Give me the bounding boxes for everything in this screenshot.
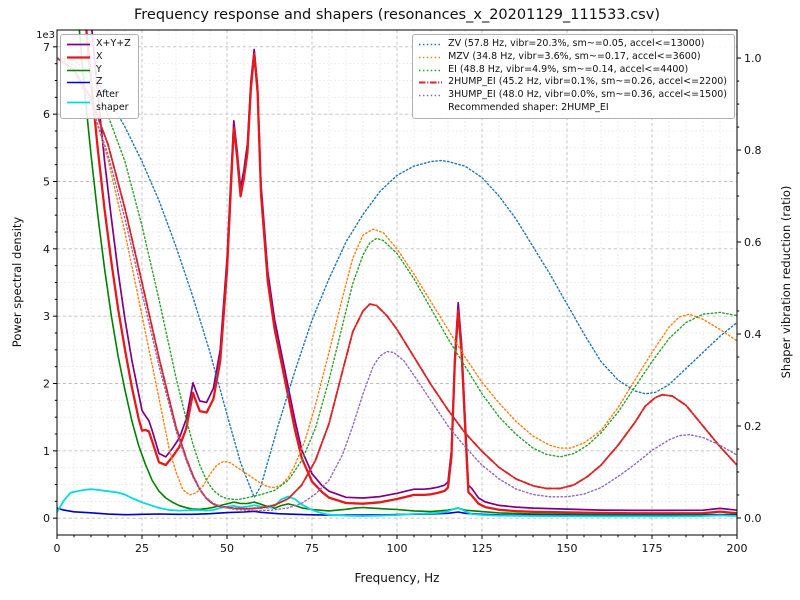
x-axis-label: Frequency, Hz (354, 571, 440, 585)
y-tick-label-right: 0.2 (744, 420, 762, 433)
x-tick-label: 150 (557, 542, 578, 555)
y-tick-label-right: 1.0 (744, 52, 762, 65)
legend-line-sample (67, 82, 90, 84)
x-tick-label: 25 (135, 542, 149, 555)
legend-line-sample (67, 56, 90, 59)
legend-label: After shaper (96, 89, 129, 114)
legend-item-after-shaper: After shaper (66, 89, 131, 115)
y-tick-label-left: 3 (43, 310, 50, 323)
y-tick-label-left: 7 (43, 41, 50, 54)
legend-line-sample (419, 56, 443, 58)
series-line-x (85, 30, 737, 515)
series-line-after-shaper (57, 488, 737, 518)
series-line-mzv (57, 57, 737, 496)
legend-shapers: ZV (57.8 Hz, vibr=20.3%, sm~=0.05, accel… (412, 34, 735, 119)
x-tick-label: 175 (642, 542, 663, 555)
y-tick-label-left: 1 (43, 445, 50, 458)
legend-label: X+Y+Z (96, 38, 131, 49)
y-tick-label-left: 5 (43, 176, 50, 189)
series-line-ei (57, 57, 737, 501)
tick-marks (53, 46, 741, 539)
legend-label: X (96, 50, 103, 62)
legend-line-sample (419, 81, 443, 84)
y-tick-label-left: 0 (43, 512, 50, 525)
chart-title: Frequency response and shapers (resonanc… (134, 7, 660, 23)
legend-recommended-note: Recommended shaper: 2HUMP_EI (448, 102, 609, 114)
legend-label: EI (48.8 Hz, vibr=4.9%, sm~=0.14, accel<… (448, 63, 689, 75)
legend-line-sample (67, 69, 90, 71)
legend-line-sample (67, 101, 90, 103)
x-tick-label: 125 (472, 542, 493, 555)
legend-label: Z (96, 76, 103, 88)
legend-line-sample (419, 69, 443, 71)
y-tick-label-right: 0.0 (744, 512, 762, 525)
legend-psd: X+Y+Z X Y Z After shaper (60, 34, 139, 119)
legend-line-sample (67, 43, 90, 46)
legend-item-zv: ZV (57.8 Hz, vibr=20.3%, sm~=0.05, accel… (418, 38, 727, 51)
legend-item-x-plus-y-plus-z: X+Y+Z (66, 38, 131, 51)
series-line-2hump-ei (57, 57, 737, 510)
series-group (57, 30, 737, 518)
y-axis-label-left: Power spectral density (10, 216, 24, 348)
x-tick-label: 50 (220, 542, 234, 555)
x-tick-label: 100 (387, 542, 408, 555)
y-tick-label-right: 0.6 (744, 236, 762, 249)
legend-label: MZV (34.8 Hz, vibr=3.6%, sm~=0.17, accel… (448, 50, 701, 62)
y-tick-label-left: 6 (43, 108, 50, 121)
y-axis-scale-note: 1e3 (36, 30, 55, 41)
legend-item-3hump-ei: 3HUMP_EI (48.0 Hz, vibr=0.0%, sm~=0.36, … (418, 89, 727, 102)
legend-item-x: X (66, 51, 131, 64)
y-axis-label-right: Shaper vibration reduction (ratio) (779, 185, 793, 379)
y-tick-label-right: 0.8 (744, 144, 762, 157)
legend-label: 3HUMP_EI (48.0 Hz, vibr=0.0%, sm~=0.36, … (448, 89, 727, 101)
y-tick-label-right: 0.4 (744, 328, 762, 341)
legend-line-sample (419, 94, 443, 97)
y-tick-label-left: 4 (43, 243, 50, 256)
legend-item-2hump-ei: 2HUMP_EI (45.2 Hz, vibr=0.1%, sm~=0.26, … (418, 76, 727, 89)
series-line-zv (57, 57, 737, 498)
x-tick-label: 200 (727, 542, 748, 555)
legend-line-sample (419, 43, 443, 46)
x-tick-label: 75 (305, 542, 319, 555)
legend-label: 2HUMP_EI (45.2 Hz, vibr=0.1%, sm~=0.26, … (448, 76, 727, 88)
legend-item-mzv: MZV (34.8 Hz, vibr=3.6%, sm~=0.17, accel… (418, 51, 727, 64)
legend-item-z: Z (66, 76, 131, 89)
y-tick-label-left: 2 (43, 378, 50, 391)
legend-item-y: Y (66, 64, 131, 77)
legend-label: ZV (57.8 Hz, vibr=20.3%, sm~=0.05, accel… (448, 38, 705, 49)
legend-item-ei: EI (48.8 Hz, vibr=4.9%, sm~=0.14, accel<… (418, 64, 727, 77)
x-tick-label: 0 (54, 542, 61, 555)
legend-label: Y (96, 63, 102, 75)
